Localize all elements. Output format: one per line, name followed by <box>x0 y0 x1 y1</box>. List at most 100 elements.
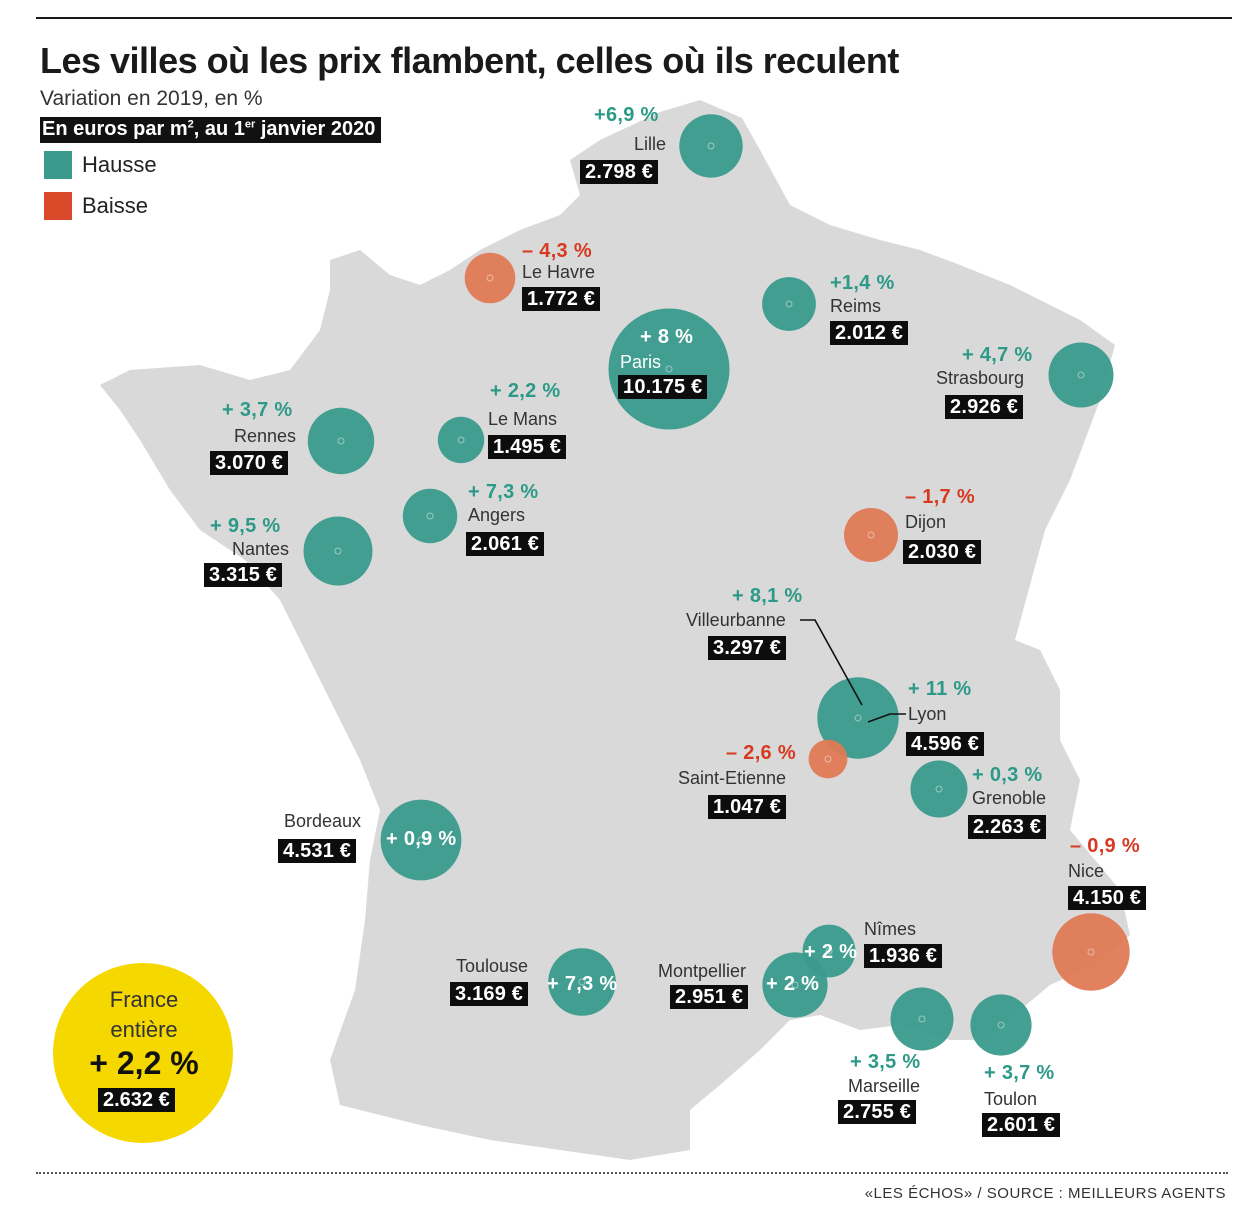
marseille-location-marker <box>918 1015 926 1023</box>
rennes-location-marker <box>337 437 345 445</box>
bordeaux-change: + 0,9 % <box>386 828 457 850</box>
saint-etienne-bubble <box>808 739 848 779</box>
le-mans-price: 1.495 € <box>488 435 567 459</box>
reims-name: Reims <box>830 296 882 316</box>
lyon-leader-line <box>867 713 906 723</box>
marseille-change: + 3,5 % <box>850 1051 921 1073</box>
le-havre-location-marker <box>486 274 494 282</box>
lyon-change: + 11 % <box>908 678 972 700</box>
marseille-bubble <box>890 987 954 1051</box>
reims-price: 2.012 € <box>830 321 909 345</box>
villeurbanne-price: 3.297 € <box>708 636 787 660</box>
legend-swatch-hausse <box>44 151 72 179</box>
lille-location-marker <box>707 142 715 150</box>
subtitle: Variation en 2019, en % <box>40 87 263 110</box>
bordeaux-bubble <box>380 799 462 881</box>
france-outline <box>100 100 1130 1160</box>
unit-label: En euros par m2, au 1er janvier 2020 <box>40 117 382 143</box>
angers-bubble <box>402 488 458 544</box>
lille-price: 2.798 € <box>580 160 659 184</box>
toulon-change: + 3,7 % <box>984 1062 1055 1084</box>
le-mans-location-marker <box>457 436 465 444</box>
grenoble-location-marker <box>935 785 943 793</box>
le-mans-name: Le Mans <box>488 409 558 429</box>
nice-bubble <box>1052 913 1130 991</box>
nantes-location-marker <box>334 547 342 555</box>
strasbourg-name: Strasbourg <box>936 368 1025 388</box>
lyon-bubble <box>817 677 899 759</box>
toulouse-name: Toulouse <box>456 956 529 976</box>
grenoble-change: + 0,3 % <box>972 764 1043 786</box>
rennes-price: 3.070 € <box>210 451 289 475</box>
paris-location-marker <box>665 365 673 373</box>
lille-name: Lille <box>634 134 667 154</box>
reims-bubble <box>762 277 816 331</box>
toulouse-location-marker <box>578 978 586 986</box>
lyon-location-marker <box>854 714 862 722</box>
strasbourg-change: + 4,7 % <box>962 344 1033 366</box>
source-credit: «LES ÉCHOS» / SOURCE : MEILLEURS AGENTS <box>864 1185 1226 1202</box>
toulouse-bubble <box>548 948 616 1016</box>
bottom-rule <box>36 1172 1228 1174</box>
le-havre-bubble <box>464 252 516 304</box>
lyon-name: Lyon <box>908 704 947 724</box>
reims-location-marker <box>785 300 793 308</box>
nice-change: – 0,9 % <box>1070 835 1140 857</box>
nice-location-marker <box>1087 948 1095 956</box>
legend-swatch-baisse <box>44 192 72 220</box>
marseille-price: 2.755 € <box>838 1100 917 1124</box>
nimes-change: + 2 % <box>804 941 858 963</box>
dijon-bubble <box>844 508 898 562</box>
nimes-name: Nîmes <box>864 919 917 939</box>
saint-etienne-change: – 2,6 % <box>726 742 796 764</box>
national-label-line1: France <box>109 987 179 1012</box>
nimes-price: 1.936 € <box>864 944 943 968</box>
saint-etienne-price: 1.047 € <box>708 795 787 819</box>
toulon-bubble <box>970 994 1032 1056</box>
nantes-price: 3.315 € <box>204 563 283 587</box>
nantes-bubble <box>303 516 373 586</box>
paris-name: Paris <box>620 352 662 372</box>
national-price: 2.632 € <box>98 1088 175 1112</box>
toulouse-change: + 7,3 % <box>547 973 618 995</box>
national-change: + 2,2 % <box>89 1045 199 1081</box>
le-havre-price: 1.772 € <box>522 287 601 311</box>
lyon-price: 4.596 € <box>906 732 985 756</box>
montpellier-location-marker <box>791 981 799 989</box>
nice-name: Nice <box>1068 861 1105 881</box>
bordeaux-name: Bordeaux <box>284 811 362 831</box>
lille-bubble <box>679 114 743 178</box>
rennes-change: + 3,7 % <box>222 399 293 421</box>
rennes-bubble <box>307 407 375 475</box>
toulon-location-marker <box>997 1021 1005 1029</box>
lille-change: +6,9 % <box>594 104 659 126</box>
villeurbanne-leader-line <box>800 619 863 706</box>
montpellier-price: 2.951 € <box>670 985 749 1009</box>
montpellier-change: + 2 % <box>766 973 820 995</box>
saint-etienne-name: Saint-Etienne <box>678 768 787 788</box>
villeurbanne-name: Villeurbanne <box>686 610 786 630</box>
dijon-price: 2.030 € <box>903 540 982 564</box>
le-havre-change: – 4,3 % <box>522 240 592 262</box>
national-label-line2: entière <box>110 1017 178 1042</box>
angers-price: 2.061 € <box>466 532 545 556</box>
dijon-location-marker <box>867 531 875 539</box>
nimes-location-marker <box>825 947 833 955</box>
angers-location-marker <box>426 512 434 520</box>
page-title: Les villes où les prix flambent, celles … <box>40 40 899 81</box>
toulon-price: 2.601 € <box>982 1113 1061 1137</box>
legend-label-baisse: Baisse <box>82 193 149 218</box>
angers-change: + 7,3 % <box>468 481 539 503</box>
dijon-name: Dijon <box>905 512 947 532</box>
bubble-layer <box>303 114 1130 1056</box>
toulouse-price: 3.169 € <box>450 982 529 1006</box>
montpellier-bubble <box>762 952 828 1018</box>
national-label: France entière <box>60 985 228 1045</box>
bordeaux-price: 4.531 € <box>278 839 357 863</box>
nantes-change: + 9,5 % <box>210 515 281 537</box>
strasbourg-price: 2.926 € <box>945 395 1024 419</box>
leader-lines <box>800 619 906 723</box>
legend-label-hausse: Hausse <box>82 152 157 177</box>
dijon-change: – 1,7 % <box>905 486 975 508</box>
